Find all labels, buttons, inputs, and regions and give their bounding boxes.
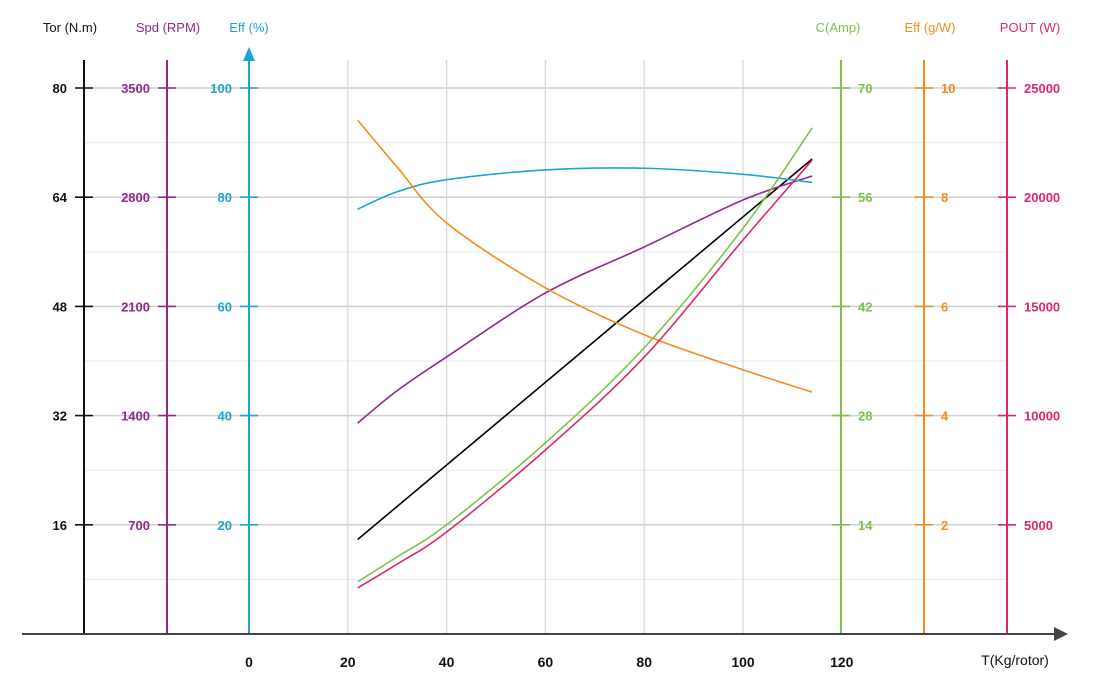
y-axis-eff_pct: Eff (%) 20 40 60 80 100 <box>210 20 269 634</box>
y-axis-title: Eff (%) <box>229 20 269 35</box>
y-tick-label: 20 <box>218 518 232 533</box>
y-tick-label: 20000 <box>1024 190 1060 205</box>
y-axis-eff_gw: Eff (g/W) 2 4 6 8 10 <box>904 20 956 634</box>
series-line-speed <box>357 175 813 424</box>
series-line-eff_gw <box>357 119 813 393</box>
y-tick-label: 40 <box>218 409 232 424</box>
y-tick-label: 64 <box>53 190 68 205</box>
series-line-eff_pct <box>357 167 813 210</box>
y-axis-pout: POUT (W) 5000 10000 15000 20000 25000 <box>998 20 1060 634</box>
y-tick-label: 10 <box>941 81 955 96</box>
y-axis-current: C(Amp) 14 28 42 56 70 <box>816 20 873 634</box>
y-tick-label: 80 <box>53 81 67 96</box>
x-tick-label: 40 <box>439 654 455 670</box>
y-axis-title: Spd (RPM) <box>136 20 200 35</box>
y-tick-label: 6 <box>941 299 948 314</box>
y-tick-label: 15000 <box>1024 299 1060 314</box>
y-tick-label: 2800 <box>121 190 150 205</box>
x-axis-label: T(Kg/rotor) <box>981 652 1049 668</box>
y-axis-title: POUT (W) <box>1000 20 1060 35</box>
y-tick-label: 2 <box>941 518 948 533</box>
y-tick-label: 1400 <box>121 409 150 424</box>
y-tick-label: 100 <box>210 81 232 96</box>
y-tick-label: 5000 <box>1024 518 1053 533</box>
y-tick-label: 25000 <box>1024 81 1060 96</box>
y-tick-label: 4 <box>941 409 949 424</box>
x-axis: T(Kg/rotor) 0 20 40 60 80 100 120 <box>22 627 1068 670</box>
grid <box>85 60 1007 634</box>
y-axis-title: C(Amp) <box>816 20 861 35</box>
series-line-current <box>357 127 813 583</box>
series-line-torque <box>357 158 813 541</box>
y-axis-torque: Tor (N.m) 16 32 48 64 80 <box>43 20 97 634</box>
x-tick-label: 20 <box>340 654 356 670</box>
y-tick-label: 80 <box>218 190 232 205</box>
x-tick-label: 0 <box>245 654 253 670</box>
curves <box>357 119 813 589</box>
y-tick-label: 8 <box>941 190 948 205</box>
x-tick-label: 80 <box>636 654 652 670</box>
y-axis-speed: Spd (RPM) 700 1400 2100 2800 3500 <box>121 20 200 634</box>
y-tick-label: 700 <box>128 518 150 533</box>
y-axis-arrow-icon <box>243 47 255 61</box>
y-tick-label: 70 <box>858 81 872 96</box>
y-tick-label: 16 <box>53 518 67 533</box>
y-tick-label: 56 <box>858 190 872 205</box>
x-tick-label: 100 <box>731 654 755 670</box>
y-tick-label: 32 <box>53 409 67 424</box>
series-line-pout <box>357 159 813 589</box>
y-tick-label: 60 <box>218 299 232 314</box>
y-tick-label: 2100 <box>121 299 150 314</box>
y-tick-label: 3500 <box>121 81 150 96</box>
x-tick-label: 120 <box>830 654 854 670</box>
y-tick-label: 28 <box>858 409 872 424</box>
y-tick-label: 14 <box>858 518 873 533</box>
y-tick-label: 48 <box>53 299 67 314</box>
y-axis-title: Eff (g/W) <box>904 20 955 35</box>
y-tick-label: 42 <box>858 299 872 314</box>
y-tick-label: 10000 <box>1024 409 1060 424</box>
x-axis-arrow-icon <box>1054 627 1068 641</box>
y-axis-title: Tor (N.m) <box>43 20 97 35</box>
x-tick-label: 60 <box>538 654 554 670</box>
